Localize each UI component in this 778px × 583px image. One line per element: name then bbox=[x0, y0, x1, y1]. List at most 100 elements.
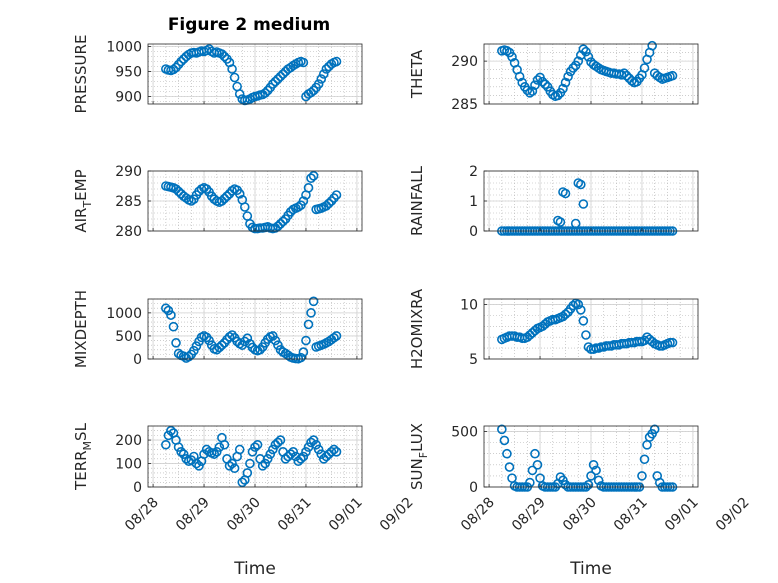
data-point bbox=[229, 463, 240, 474]
y-tick-label: 1 bbox=[469, 194, 478, 210]
data-point bbox=[168, 64, 179, 75]
y-tick-label: 2 bbox=[469, 164, 478, 180]
data-point bbox=[278, 216, 288, 227]
y-axis-label: PRESSURE bbox=[72, 35, 90, 114]
x-tick-label: 08/29 bbox=[509, 495, 549, 535]
data-point bbox=[568, 300, 578, 311]
data-point bbox=[321, 64, 332, 74]
data-point bbox=[318, 454, 329, 464]
data-point bbox=[576, 179, 586, 190]
data-point bbox=[219, 51, 230, 62]
data-point bbox=[280, 454, 291, 464]
y-tick-label: 0 bbox=[469, 224, 478, 240]
data-point bbox=[245, 458, 255, 469]
data-point bbox=[229, 72, 240, 83]
grid bbox=[148, 44, 362, 104]
y-tick-label: 10 bbox=[460, 297, 478, 313]
data-point bbox=[308, 171, 319, 181]
subplot-1: 900 950 1000 PRESSURE Figure 2 medium bbox=[72, 15, 363, 114]
data-point bbox=[298, 196, 309, 206]
x-tick-label: 08/30 bbox=[224, 495, 264, 535]
data-point bbox=[186, 196, 197, 206]
x-axis-label: Time bbox=[569, 559, 612, 579]
y-tick-label: 285 bbox=[115, 194, 142, 210]
data-point bbox=[176, 56, 186, 67]
subplot-8: 0 500 08/28 08/29 08/30 08/31 09/01 09/02 SUNFLU… bbox=[408, 423, 753, 579]
data-point bbox=[219, 439, 230, 450]
data-point bbox=[499, 435, 510, 446]
data-point bbox=[578, 44, 589, 54]
data-point bbox=[194, 461, 204, 471]
data-point bbox=[161, 303, 171, 314]
data-point bbox=[581, 330, 591, 340]
y-tick-label: 500 bbox=[451, 425, 478, 441]
data-point bbox=[306, 87, 316, 98]
subplot-6: 5 10 H2OMIXRA bbox=[408, 288, 699, 369]
y-tick-label: 200 bbox=[115, 433, 142, 449]
y-tick-label: 285 bbox=[451, 97, 478, 113]
data-point bbox=[178, 449, 189, 459]
data-point bbox=[311, 439, 321, 450]
data-point bbox=[298, 347, 309, 357]
subplot-7: 0 100 200 08/28 08/29 08/30 08/31 09/01 09/02 TER… bbox=[72, 422, 417, 579]
data-point bbox=[217, 49, 227, 59]
data-point bbox=[161, 439, 171, 450]
data-point bbox=[321, 451, 332, 462]
data-point bbox=[237, 477, 248, 488]
data-point bbox=[331, 447, 342, 457]
x-tick-label: 08/30 bbox=[560, 495, 600, 535]
y-axis-label: AIRTEMP bbox=[72, 169, 94, 232]
data-point bbox=[637, 471, 647, 481]
data-point bbox=[581, 46, 591, 57]
data-point bbox=[278, 69, 288, 79]
data-point bbox=[176, 447, 186, 457]
data-point bbox=[298, 451, 309, 462]
data-point bbox=[586, 471, 596, 481]
y-axis-label: SUNFLUX bbox=[408, 423, 430, 490]
data-point bbox=[168, 321, 179, 332]
data-point bbox=[530, 448, 540, 459]
data-point bbox=[532, 460, 543, 470]
data-point bbox=[242, 333, 253, 344]
data-point bbox=[568, 63, 578, 73]
data-point bbox=[265, 449, 276, 459]
data-point bbox=[262, 454, 273, 464]
data-point bbox=[522, 85, 533, 96]
data-point bbox=[331, 331, 342, 341]
data-point bbox=[555, 217, 566, 227]
data-point bbox=[166, 310, 176, 320]
data-point bbox=[308, 435, 319, 445]
data-point bbox=[189, 345, 199, 356]
y-tick-label: 950 bbox=[115, 65, 142, 81]
data-point bbox=[573, 299, 584, 310]
data-point bbox=[639, 454, 650, 465]
x-tick-label: 09/02 bbox=[377, 495, 417, 535]
data-point bbox=[163, 430, 174, 441]
y-tick-label: 280 bbox=[115, 224, 142, 240]
data-point bbox=[257, 461, 268, 471]
y-tick-label: 500 bbox=[115, 329, 142, 345]
data-point bbox=[560, 309, 571, 320]
data-point bbox=[204, 335, 214, 346]
data-point bbox=[234, 444, 245, 455]
data-point bbox=[275, 219, 286, 229]
data-point bbox=[583, 52, 594, 62]
y-tick-label: 900 bbox=[115, 90, 142, 106]
data-point bbox=[324, 198, 334, 209]
data-point bbox=[553, 90, 563, 101]
data-point bbox=[191, 341, 202, 351]
data-point bbox=[303, 319, 314, 330]
data-point bbox=[252, 439, 263, 450]
data-point bbox=[166, 425, 176, 436]
data-point bbox=[318, 69, 329, 79]
data-series bbox=[497, 298, 678, 354]
data-point bbox=[240, 202, 250, 212]
data-point bbox=[540, 79, 550, 90]
data-point bbox=[270, 439, 281, 450]
data-series bbox=[161, 425, 342, 488]
data-point bbox=[209, 449, 220, 459]
data-point bbox=[527, 465, 538, 476]
data-point bbox=[621, 70, 632, 81]
